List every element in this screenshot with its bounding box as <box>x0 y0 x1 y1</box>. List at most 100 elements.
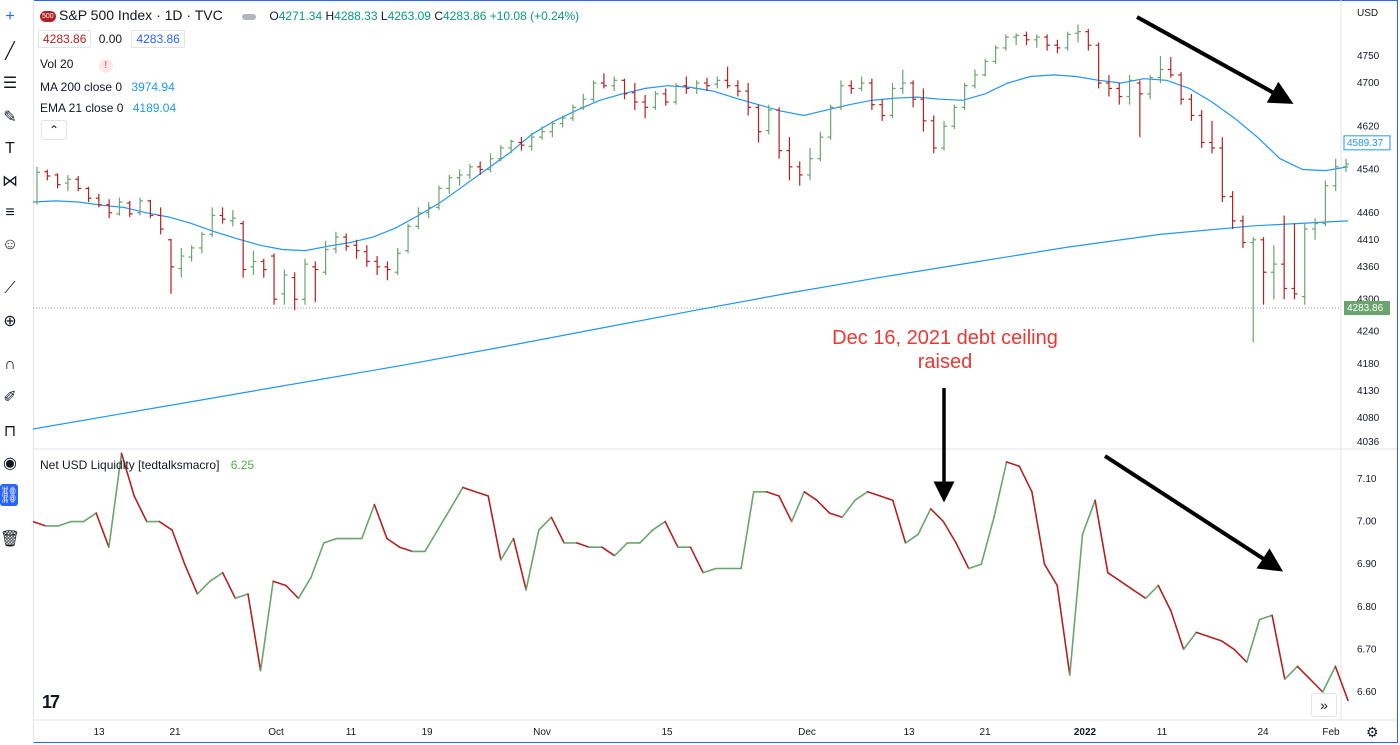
ohlc-bar <box>848 80 855 94</box>
ohlc-bar <box>1157 56 1164 84</box>
ohlc-bar <box>930 115 937 154</box>
ruler-icon[interactable]: ⟋ <box>4 280 16 297</box>
sub-pane-value: 6.25 <box>230 458 255 472</box>
liquidity-tick-label: 7.00 <box>1357 517 1377 528</box>
horizontal-lines-icon[interactable]: ☰ <box>2 75 18 92</box>
liquidity-segment <box>664 520 679 549</box>
chart-area[interactable]: USD 4750 4700 4620 4540 4460 4410 4360 4300 4240 4… <box>33 0 1397 745</box>
ohlc-bar <box>240 220 247 278</box>
emoji-icon[interactable]: ☺ <box>1 236 19 253</box>
ohlc-bar <box>1209 120 1216 154</box>
high-value: 4288.33 <box>334 9 378 23</box>
collapse-legend-button[interactable]: ⌃ <box>41 120 67 140</box>
liquidity-segment <box>955 542 970 570</box>
liquidity-segment <box>436 507 452 531</box>
measure-icon[interactable]: ≡ <box>5 204 15 221</box>
text-icon[interactable]: T <box>5 140 15 157</box>
ohlc-bar <box>1270 245 1277 300</box>
liquidity-segment <box>1258 614 1273 621</box>
crosshair-icon[interactable]: + <box>5 8 15 25</box>
hide-indicator-icon[interactable] <box>242 13 257 20</box>
indicator-name: EMA 21 close 0 <box>40 101 124 115</box>
eye-icon[interactable]: ◉ <box>3 455 17 472</box>
ask-box[interactable]: 4283.86 <box>131 30 185 48</box>
ohlc-bar <box>1013 33 1020 46</box>
magnet-icon[interactable]: ∩ <box>4 356 16 373</box>
ohlc-bar <box>1229 191 1236 229</box>
liquidity-tick-label: 6.80 <box>1357 602 1377 613</box>
liquidity-segment <box>803 490 818 502</box>
liquidity-segment <box>360 503 376 540</box>
ohlc-bar <box>188 245 195 262</box>
warning-icon[interactable]: ! <box>98 59 113 73</box>
zoom-icon[interactable]: ⊕ <box>3 313 17 330</box>
ohlc-bar <box>456 169 463 186</box>
ohlc-bar <box>1332 158 1339 192</box>
link-icon[interactable]: ⛓ <box>0 484 19 506</box>
ohlc-bar <box>1322 180 1329 227</box>
time-tick-label: Nov <box>533 727 551 738</box>
liquidity-segment <box>95 512 110 549</box>
pattern-icon[interactable]: ⋈ <box>2 173 18 190</box>
ohlc-bar <box>1250 237 1257 343</box>
liquidity-segment <box>1195 631 1210 638</box>
price-tick-label: 4750 <box>1357 51 1380 62</box>
spread-value: 0.00 <box>98 32 123 46</box>
ohlc-bar <box>1147 74 1154 100</box>
liquidity-segment <box>310 542 325 578</box>
indicator-ma200[interactable]: MA 200 close 0 3974.94 <box>40 80 175 94</box>
scroll-to-realtime-button[interactable]: » <box>1311 693 1337 717</box>
sub-pane-legend[interactable]: Net USD Liquidity [tedtalksmacro] 6.25 <box>40 458 254 472</box>
liquidity-segment <box>854 490 869 502</box>
time-tick-label: 21 <box>169 727 181 738</box>
liquidity-segment <box>1182 631 1198 651</box>
ohlc-bar <box>899 69 906 94</box>
time-tick-label: 24 <box>1257 727 1269 738</box>
ohlc-bar <box>786 137 793 181</box>
ohlc-bar <box>1281 215 1288 300</box>
ohlc-bar <box>1219 137 1226 202</box>
trend-line-icon[interactable]: ╱ <box>5 43 15 60</box>
ema21-path <box>33 74 1349 252</box>
liquidity-segment <box>499 537 515 561</box>
lock-icon[interactable]: ⊓ <box>3 423 17 440</box>
ohlc-bar <box>910 80 917 108</box>
liquidity-segment <box>82 512 98 523</box>
ohlc-bar <box>116 197 123 216</box>
annotation-text[interactable]: Dec 16, 2021 debt ceiling raised <box>800 326 1090 374</box>
liquidity-segment <box>651 520 667 531</box>
pencil-lock-icon[interactable]: ✐ <box>3 389 17 406</box>
ohlc-bar <box>971 69 978 89</box>
tradingview-logo[interactable]: 17 <box>42 692 60 712</box>
liquidity-segment <box>1031 490 1046 566</box>
trash-icon[interactable]: 🗑 <box>0 531 21 548</box>
ohlc-bar <box>549 120 556 138</box>
ohlc-bar <box>941 120 948 151</box>
time-axis: 13 21 Oct 11 19 Nov 15 Dec 13 21 2022 11 24 Feb <box>93 727 1340 738</box>
gear-icon[interactable]: ⚙ <box>1366 724 1379 740</box>
ohlc-bar <box>714 76 721 89</box>
ohlc-bar <box>1085 28 1092 51</box>
ohlc-bar <box>95 193 102 208</box>
liquidity-segment <box>689 546 704 574</box>
time-tick-label: 13 <box>93 727 105 738</box>
ohlc-bar <box>889 83 896 119</box>
bid-box[interactable]: 4283.86 <box>38 30 92 48</box>
downtrend-arrow-bottom <box>1103 454 1284 572</box>
liquidity-segment <box>1119 580 1134 591</box>
annotation-arrows <box>933 15 1294 572</box>
liquidity-segment <box>816 499 831 514</box>
price-tick-label: 4620 <box>1357 121 1380 132</box>
liquidity-segment <box>1271 614 1286 681</box>
ohlc-bar <box>167 238 174 294</box>
brush-icon[interactable]: ✎ <box>3 109 17 126</box>
ohlc-bar <box>755 104 762 143</box>
indicator-vol[interactable]: Vol 20 ! <box>40 57 113 73</box>
ohlc-bar <box>229 210 236 227</box>
symbol-title[interactable]: S&P 500 Index · 1D · TVC <box>59 7 223 23</box>
indicator-ema21[interactable]: EMA 21 close 0 4189.04 <box>40 101 176 115</box>
price-tick-label: 4540 <box>1357 165 1380 176</box>
ohlc-bar <box>137 197 144 216</box>
liquidity-segment <box>702 567 717 574</box>
low-label: L <box>380 9 388 23</box>
